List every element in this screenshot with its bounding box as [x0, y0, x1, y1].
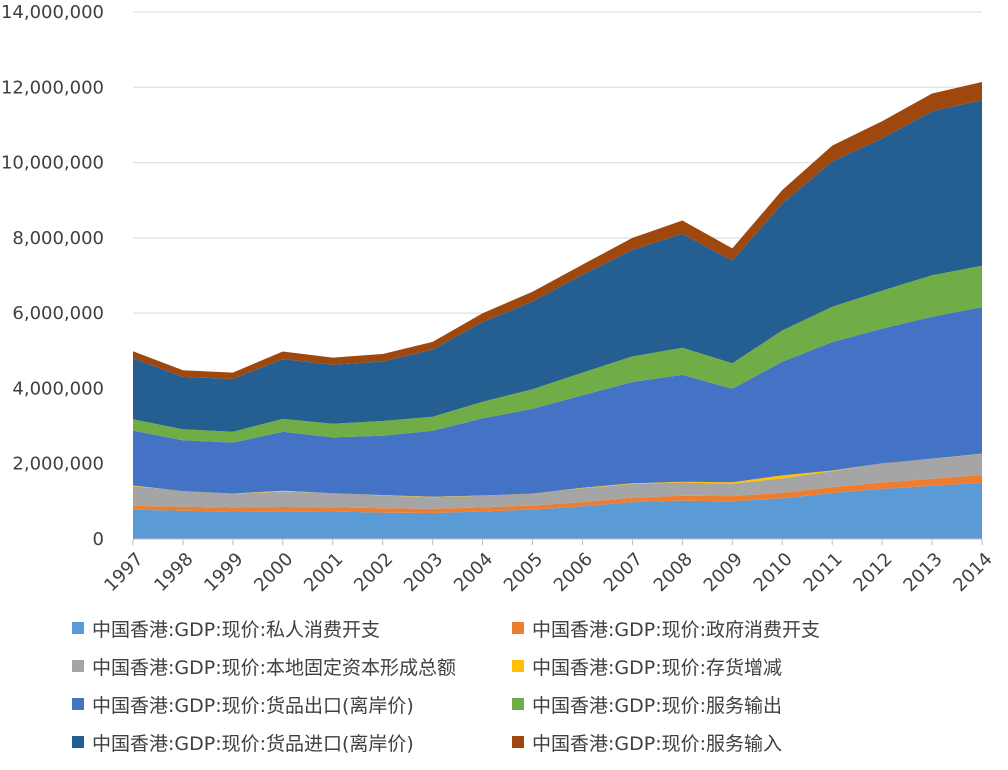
x-tick-label: 1997 — [100, 549, 147, 596]
area-series-3 — [133, 453, 982, 509]
legend-label: 中国香港:GDP:现价:货品进口(离岸价) — [92, 732, 414, 755]
area-series-2 — [133, 475, 982, 513]
y-tick-label: 4,000,000 — [12, 378, 104, 399]
x-tick-label: 2007 — [600, 549, 647, 596]
x-tick-label: 2005 — [500, 549, 547, 596]
x-tick-label: 2004 — [450, 549, 497, 596]
area-series-5 — [133, 307, 982, 497]
legend-item: 中国香港:GDP:现价:货品进口(离岸价) — [72, 726, 512, 758]
legend-item: 中国香港:GDP:现价:私人消费开支 — [72, 612, 512, 644]
legend-swatch — [72, 660, 84, 672]
x-tick-label: 2009 — [700, 549, 747, 596]
legend-item: 中国香港:GDP:现价:政府消费开支 — [512, 612, 952, 644]
legend-swatch — [512, 660, 524, 672]
legend-swatch — [512, 736, 524, 748]
legend-item: 中国香港:GDP:现价:服务输出 — [512, 688, 952, 720]
stacked-area-chart: 0 2,000,000 4,000,000 6,000,000 8,000,000 10,… — [1, 2, 997, 596]
x-tick-label: 1998 — [150, 549, 197, 596]
y-tick-label: 0 — [93, 529, 104, 550]
x-tick-label: 2001 — [300, 549, 347, 596]
x-tick-label: 2008 — [650, 549, 697, 596]
legend-item: 中国香港:GDP:现价:服务输入 — [512, 726, 952, 758]
x-tick-label: 2000 — [250, 549, 297, 596]
legend-item: 中国香港:GDP:现价:存货增减 — [512, 650, 952, 682]
y-tick-label: 6,000,000 — [12, 303, 104, 324]
y-tick-label: 2,000,000 — [12, 454, 104, 475]
y-tick-label: 8,000,000 — [12, 228, 104, 249]
legend-label: 中国香港:GDP:现价:本地固定资本形成总额 — [92, 656, 457, 679]
y-tick-label: 10,000,000 — [1, 153, 104, 174]
legend-label: 中国香港:GDP:现价:政府消费开支 — [532, 618, 821, 641]
x-tick-label: 1999 — [200, 549, 247, 596]
legend-swatch — [512, 622, 524, 634]
legend-item: 中国香港:GDP:现价:货品出口(离岸价) — [72, 688, 512, 720]
area-series-1 — [133, 482, 982, 539]
legend-swatch — [512, 698, 524, 710]
y-tick-label: 14,000,000 — [1, 2, 104, 23]
legend-label: 中国香港:GDP:现价:存货增减 — [532, 656, 783, 679]
legend-label: 中国香港:GDP:现价:货品出口(离岸价) — [92, 694, 414, 717]
legend-item: 中国香港:GDP:现价:本地固定资本形成总额 — [72, 650, 512, 682]
x-tick-label: 2003 — [400, 549, 447, 596]
x-tick-label: 2002 — [350, 549, 397, 596]
y-tick-label: 12,000,000 — [1, 77, 104, 98]
legend-label: 中国香港:GDP:现价:服务输入 — [532, 732, 783, 755]
legend-swatch — [72, 698, 84, 710]
x-tick-label: 2013 — [899, 549, 946, 596]
legend-swatch — [72, 736, 84, 748]
legend: 中国香港:GDP:现价:私人消费开支 中国香港:GDP:现价:政府消费开支 中国香港… — [72, 612, 992, 758]
x-tick-label: 2012 — [849, 549, 896, 596]
x-tick-label: 2011 — [800, 549, 847, 596]
legend-swatch — [72, 622, 84, 634]
x-tick-label: 2014 — [949, 549, 996, 596]
legend-label: 中国香港:GDP:现价:私人消费开支 — [92, 618, 381, 641]
area-series — [133, 82, 982, 539]
x-tick-label: 2010 — [750, 549, 797, 596]
area-series-7 — [133, 100, 982, 432]
legend-label: 中国香港:GDP:现价:服务输出 — [532, 694, 783, 717]
x-tick-label: 2006 — [550, 549, 597, 596]
